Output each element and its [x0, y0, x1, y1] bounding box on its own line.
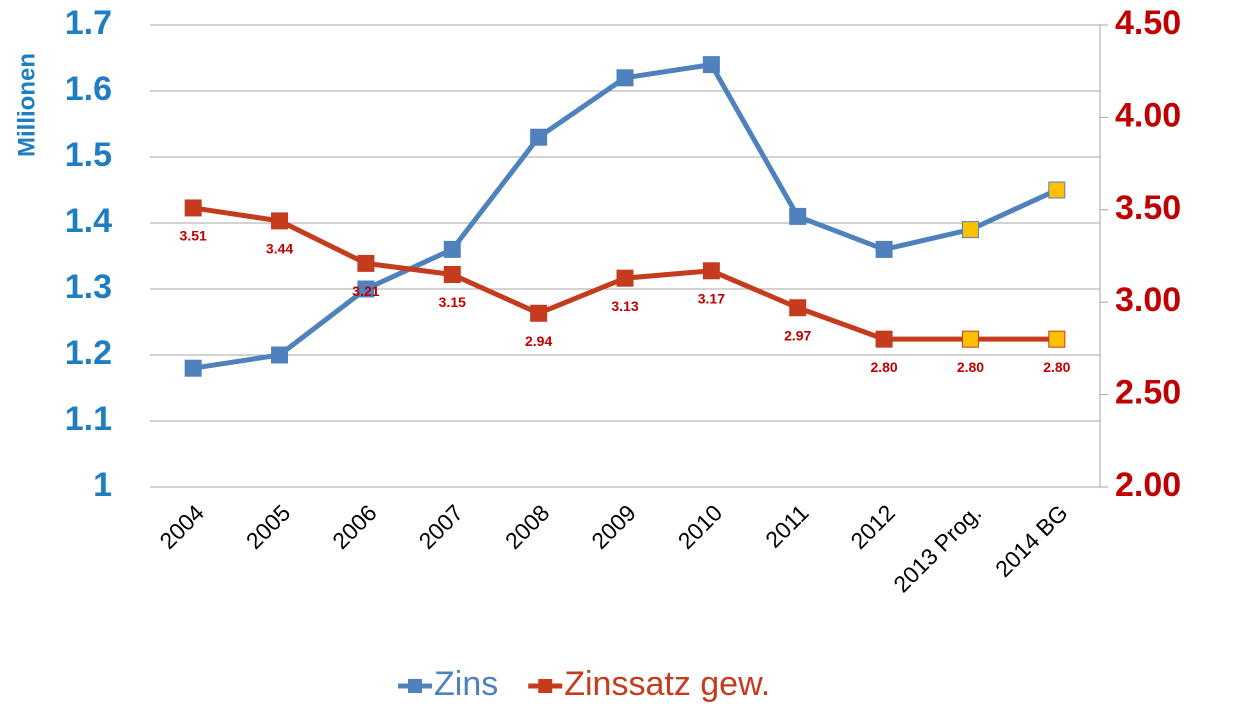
y2-tick-label: 3.50	[1115, 189, 1181, 227]
y2-tick-label: 2.00	[1115, 466, 1181, 504]
series-line	[192, 62, 1058, 371]
data-label: 3.17	[698, 290, 725, 306]
marker	[443, 265, 461, 283]
y2-tick-label: 2.50	[1115, 374, 1181, 412]
marker	[616, 69, 634, 87]
marker	[443, 240, 461, 258]
data-label: 2.97	[784, 327, 811, 343]
marker	[702, 56, 720, 74]
marker	[875, 330, 893, 348]
marker	[702, 262, 720, 280]
x-tick-label: 2007	[414, 499, 469, 554]
x-tick-label: 2013 Prog.	[888, 499, 986, 597]
y2-tick-label: 4.00	[1115, 96, 1181, 134]
data-label: 3.44	[266, 241, 293, 257]
x-tick-label: 2006	[327, 499, 382, 554]
marker	[357, 254, 375, 272]
marker	[1048, 181, 1066, 199]
y-tick-label: 1.6	[65, 70, 112, 108]
data-label: 3.13	[611, 298, 638, 314]
marker	[616, 269, 634, 287]
marker	[530, 304, 548, 322]
marker	[184, 199, 202, 217]
x-tick-label: 2009	[586, 499, 641, 554]
marker	[1048, 330, 1066, 348]
data-label: 3.15	[439, 294, 466, 310]
data-label: 2.80	[957, 359, 984, 375]
x-tick-label: 2008	[500, 499, 555, 554]
marker	[271, 346, 289, 364]
data-label: 3.51	[180, 228, 207, 244]
y2-tick-label: 3.00	[1115, 281, 1181, 319]
x-tick-label: 2011	[760, 499, 813, 552]
legend-label: Zins	[434, 665, 498, 703]
y-tick-label: 1.5	[65, 136, 112, 174]
marker	[961, 330, 979, 348]
y-tick-label: 1.4	[65, 202, 112, 240]
marker	[530, 128, 548, 146]
x-tick-label: 2010	[673, 499, 728, 554]
legend-marker	[408, 679, 422, 693]
data-label: 2.94	[525, 333, 552, 349]
y2-tick-label: 4.50	[1115, 4, 1181, 42]
marker	[961, 221, 979, 239]
y-tick-label: 1.7	[65, 4, 112, 42]
marker	[875, 240, 893, 258]
y-tick-label: 1.2	[65, 334, 112, 372]
x-tick-label: 2004	[154, 499, 209, 554]
data-label: 2.80	[1043, 359, 1070, 375]
marker	[789, 299, 807, 317]
legend-marker	[538, 679, 553, 693]
data-label: 3.21	[352, 283, 379, 299]
marker	[184, 359, 202, 377]
marker	[789, 207, 807, 225]
y-tick-label: 1	[93, 466, 112, 504]
data-label: 2.80	[870, 359, 897, 375]
y-axis-label: Millionen	[13, 53, 40, 157]
x-tick-label: 2014 BG	[990, 499, 1073, 582]
legend-label: Zinssatz gew.	[564, 665, 770, 703]
y-tick-label: 1.1	[65, 400, 112, 438]
marker	[357, 280, 375, 298]
x-tick-label: 2005	[241, 499, 296, 554]
x-tick-label: 2012	[845, 499, 900, 554]
y-tick-label: 1.3	[65, 268, 112, 306]
marker	[271, 212, 289, 230]
